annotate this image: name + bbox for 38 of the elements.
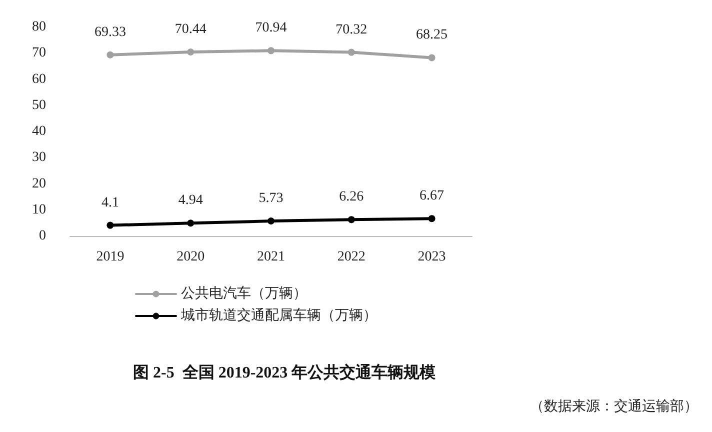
data-label: 70.44 <box>174 22 206 37</box>
data-label: 6.26 <box>339 190 364 205</box>
y-tick-label: 20 <box>32 176 46 192</box>
data-label: 68.25 <box>416 28 448 43</box>
data-label: 6.67 <box>420 188 444 204</box>
point <box>268 218 274 225</box>
legend-label: 公共电汽车（万辆） <box>181 286 307 302</box>
point <box>268 47 274 54</box>
x-tick-label: 2021 <box>257 250 285 264</box>
legend-label: 城市轨道交通配属车辆（万辆） <box>180 308 377 324</box>
y-tick-label: 70 <box>32 46 46 61</box>
point <box>348 48 355 56</box>
point <box>106 51 114 58</box>
point <box>428 54 436 62</box>
data-label: 70.94 <box>255 20 287 36</box>
point <box>187 48 194 56</box>
x-tick-label: 2019 <box>96 250 124 264</box>
x-tick-label: 2022 <box>337 250 366 264</box>
y-tick-label: 80 <box>32 20 46 34</box>
text: 图 2-5 全国 2019-2023 年公共交通车辆规模 <box>133 362 436 382</box>
y-tick-label: 50 <box>32 98 46 113</box>
point <box>187 220 194 227</box>
y-tick-label: 30 <box>32 150 46 166</box>
y-tick-label: 10 <box>32 202 46 218</box>
x-tick-label: 2020 <box>176 250 205 264</box>
data-label: 69.33 <box>94 24 126 40</box>
y-tick-label: 0 <box>39 228 46 244</box>
point <box>348 216 355 224</box>
x-tick-label: 2023 <box>418 250 446 264</box>
text: （数据来源：交通运输部） <box>530 398 698 414</box>
y-tick-label: 40 <box>32 124 46 139</box>
point <box>428 215 436 222</box>
data-label: 5.73 <box>258 191 284 206</box>
data-label: 4.1 <box>101 195 119 210</box>
data-label: 70.32 <box>336 22 368 38</box>
point <box>106 222 114 229</box>
data-label: 4.94 <box>178 193 203 208</box>
y-tick-label: 60 <box>32 72 46 87</box>
